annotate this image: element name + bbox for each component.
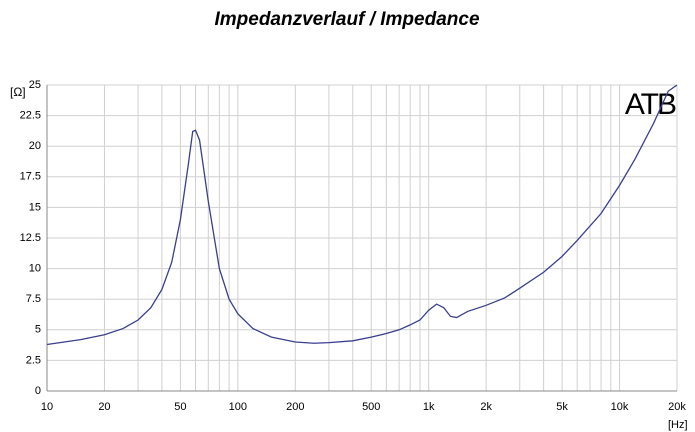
x-tick-label: 5k (556, 401, 568, 413)
y-tick-label: 2.5 (26, 354, 41, 366)
x-tick-label: 100 (229, 401, 247, 413)
y-tick-label: 0 (35, 385, 41, 397)
y-tick-label: 12.5 (20, 232, 41, 244)
y-tick-label: 17.5 (20, 171, 41, 183)
x-tick-label: 10 (41, 401, 53, 413)
x-tick-label: 20k (668, 401, 686, 413)
y-tick-label: 25 (29, 79, 41, 91)
x-axis-label: [Hz] (668, 419, 688, 431)
y-tick-label: 7.5 (26, 293, 41, 305)
y-tick-label: 22.5 (20, 110, 41, 122)
x-tick-label: 200 (286, 401, 304, 413)
x-tick-label: 10k (611, 401, 629, 413)
x-tick-label: 1k (423, 401, 435, 413)
y-tick-label: 20 (29, 140, 41, 152)
y-tick-label: 5 (35, 324, 41, 336)
chart-title: Impedanzverlauf / Impedance (214, 9, 479, 30)
x-tick-label: 2k (480, 401, 492, 413)
impedance-line (46, 84, 678, 346)
y-tick-label: 15 (29, 201, 41, 213)
x-tick-label: 20 (98, 401, 110, 413)
y-axis-label: [Ω] (10, 85, 26, 99)
x-tick-label: 500 (362, 401, 380, 413)
y-tick-label: 10 (29, 263, 41, 275)
x-tick-label: 50 (174, 401, 186, 413)
